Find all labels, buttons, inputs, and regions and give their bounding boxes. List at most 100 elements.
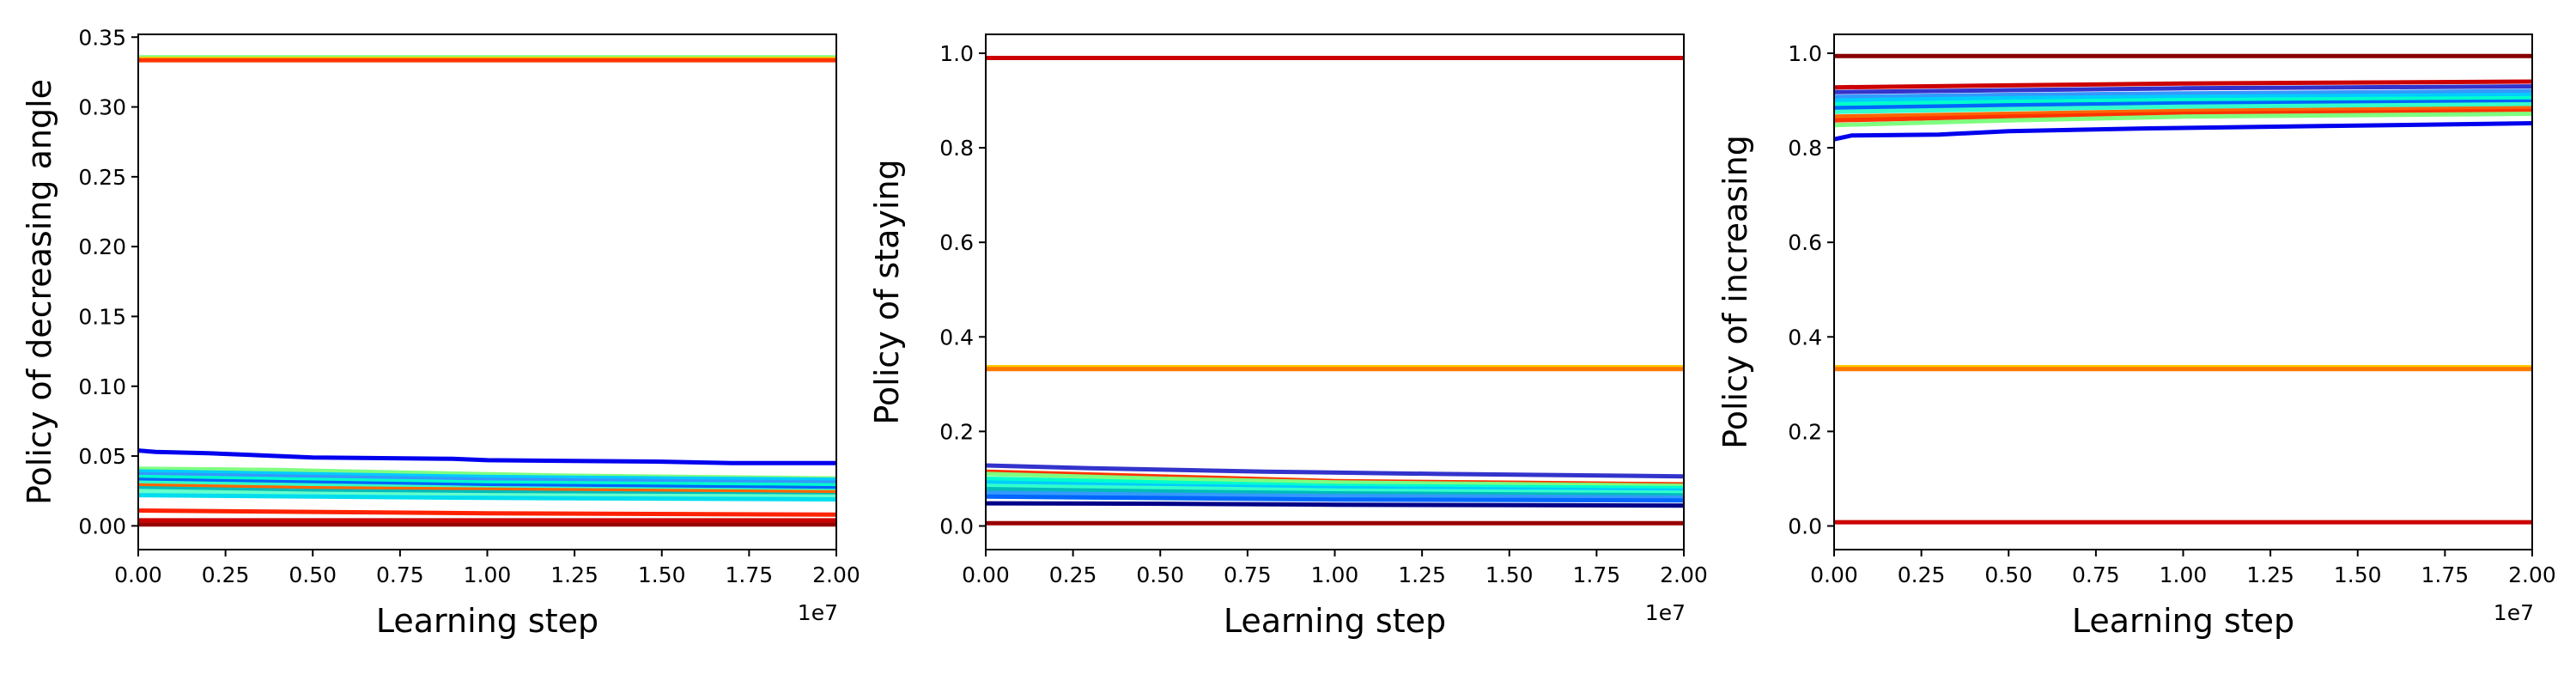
y-tick-label: 0.35 [78,25,126,50]
plot-frame [985,33,1685,550]
series-line-9 [986,483,1684,495]
y-tick-label: 0.0 [939,514,974,538]
x-tick-label: 1.75 [1573,562,1621,587]
series-group [138,55,836,527]
series-group [986,56,1684,526]
y-tick-label: 0.00 [78,514,126,538]
series-line-4 [986,463,1684,479]
series-line-2 [1834,79,2532,90]
x-tick-label: 0.00 [1810,562,1858,587]
x-offset-label: 1e7 [1645,600,1686,625]
y-tick-label: 0.25 [78,165,126,190]
x-tick-label: 1.00 [464,562,512,587]
x-tick-label: 1.50 [638,562,686,587]
y-tick-label: 0.15 [78,304,126,329]
x-offset-label: 1e7 [798,600,838,625]
series-line-11 [1834,112,2532,128]
series-line-11 [138,483,836,495]
y-tick-label: 0.4 [939,325,974,350]
chart-panel-staying: 0.0 0.2 0.4 0.6 0.8 1.0 0.00 0.25 0.50 0.75 1.00 1… [868,33,1708,640]
x-tick-label: 0.75 [376,562,424,587]
series-line-13 [986,501,1684,508]
plot-frame [1833,33,2533,550]
chart-panel-increasing: 0.0 0.2 0.4 0.6 0.8 1.0 0.00 0.25 0.50 0.75 1.00 1… [1716,33,2556,640]
x-tick-label: 0.50 [1136,562,1184,587]
y-axis-label: Policy of decreasing angle [21,79,58,505]
x-axis-ticks: 0.00 0.25 0.50 0.75 1.00 1.25 1.50 1.75 2.00 [1810,550,2556,587]
y-tick-label: 0.8 [1788,136,1822,161]
series-line-7 [1834,99,2532,111]
y-tick-label: 0.6 [1788,230,1822,255]
series-line-9 [138,477,836,490]
x-axis-ticks: 0.00 0.25 0.50 0.75 1.00 1.25 1.50 1.75 2.00 [962,550,1708,587]
series-line-15 [138,508,836,517]
y-tick-label: 0.2 [939,419,974,444]
x-tick-label: 0.00 [114,562,162,587]
series-line-4 [1834,88,2532,100]
x-tick-label: 1.75 [726,562,774,587]
chart-panel-decreasing: 0.00 0.05 0.10 0.15 0.20 0.25 0.30 0.35 0.00 0.2… [21,25,860,640]
y-tick-label: 1.0 [939,41,974,66]
y-tick-label: 0.0 [1788,514,1822,538]
y-axis-label: Policy of staying [868,159,906,424]
y-tick-label: 1.0 [1788,41,1822,66]
x-tick-label: 0.25 [1898,562,1946,587]
x-tick-label: 0.25 [202,562,250,587]
series-line-6 [986,471,1684,489]
x-tick-label: 1.25 [550,562,598,587]
series-line-7 [986,476,1684,490]
x-tick-label: 1.00 [1311,562,1359,587]
series-line-9 [1834,106,2532,119]
x-tick-label: 0.00 [962,562,1010,587]
y-tick-label: 0.05 [78,444,126,469]
series-line-4 [138,448,836,465]
series-line-8 [138,474,836,488]
y-tick-label: 0.6 [939,230,974,255]
series-line-7 [138,471,836,485]
y-axis-ticks: 0.0 0.2 0.4 0.6 0.8 1.0 [1788,41,1834,538]
x-axis-label: Learning step [1224,602,1446,640]
x-tick-label: 1.50 [2334,562,2382,587]
series-group [1834,53,2532,525]
y-axis-label: Policy of increasing [1716,135,1754,449]
y-tick-label: 0.4 [1788,325,1822,350]
plot-frame [137,33,837,550]
y-tick-label: 0.30 [78,95,126,120]
x-tick-label: 2.00 [1660,562,1708,587]
series-line-5 [1834,93,2532,103]
x-tick-label: 0.25 [1049,562,1097,587]
x-tick-label: 0.75 [1224,562,1272,587]
x-tick-label: 2.00 [812,562,860,587]
x-offset-label: 1e7 [2494,600,2534,625]
x-axis-label: Learning step [2072,602,2294,640]
y-axis-ticks: 0.00 0.05 0.10 0.15 0.20 0.25 0.30 0.35 [78,25,138,538]
series-line-10 [1834,108,2532,123]
series-line-6 [138,469,836,483]
series-line-8 [1834,102,2532,114]
series-line-13 [138,489,836,499]
series-line-12 [986,494,1684,503]
series-line-14 [138,493,836,502]
x-axis-label: Learning step [376,602,598,640]
y-tick-label: 0.2 [1788,419,1822,444]
y-tick-label: 0.8 [939,136,974,161]
x-tick-label: 1.75 [2421,562,2470,587]
series-line-3 [1834,84,2532,94]
series-line-10 [986,487,1684,498]
x-tick-label: 0.50 [1984,562,2032,587]
y-tick-label: 0.20 [78,234,126,259]
series-line-8 [986,480,1684,493]
x-tick-label: 1.25 [1398,562,1446,587]
series-line-12 [1834,121,2532,142]
x-tick-label: 1.50 [1485,562,1534,587]
series-line-11 [986,490,1684,500]
y-axis-ticks: 0.0 0.2 0.4 0.6 0.8 1.0 [939,41,986,538]
series-line-6 [1834,95,2532,106]
x-tick-label: 0.50 [289,562,337,587]
x-tick-label: 1.25 [2246,562,2294,587]
y-tick-label: 0.10 [78,374,126,399]
x-tick-label: 0.75 [2072,562,2120,587]
x-tick-label: 1.00 [2160,562,2208,587]
x-axis-ticks: 0.00 0.25 0.50 0.75 1.00 1.25 1.50 1.75 2.00 [114,550,860,587]
